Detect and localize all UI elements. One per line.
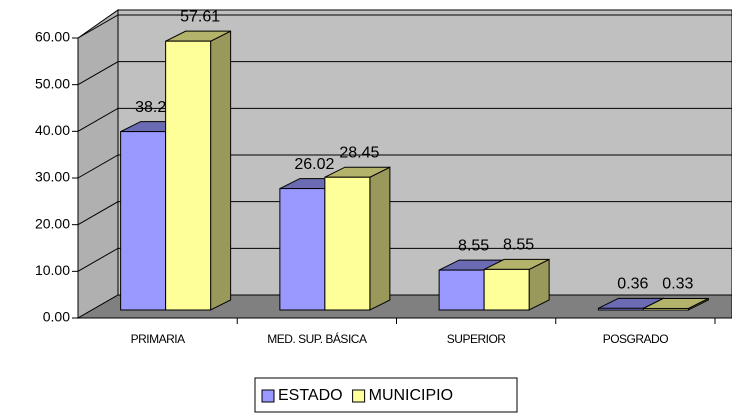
legend-label: MUNICIPIO [369,387,453,404]
y-tick-label: 60.00 [35,29,70,45]
value-label: 26.02 [294,156,334,173]
legend-swatch [261,389,275,403]
value-label: 57.61 [180,8,220,25]
value-label: 0.33 [662,276,693,293]
x-tick-label: MED. SUP. BÁSICA [267,331,367,346]
left-wall [77,9,119,319]
bar-side [210,30,232,311]
legend-swatch [352,389,366,403]
legend-label: ESTADO [278,387,343,404]
y-tick-label: 0.00 [43,309,70,325]
x-tick-label: POSGRADO [603,332,669,346]
bar [165,40,212,311]
bar [642,307,689,311]
bar [483,268,530,311]
grid-line [77,201,732,226]
grid-line [77,247,732,272]
y-tick-label: 50.00 [35,75,70,91]
value-label: 8.55 [458,237,489,254]
y-tick-label: 20.00 [35,215,70,231]
grid-line [77,107,732,132]
bar [597,307,644,311]
y-tick-label: 30.00 [35,169,70,185]
bar [438,269,485,311]
value-label: 0.36 [617,276,648,293]
x-tick-label: PRIMARIA [131,332,186,346]
y-tick-label: 10.00 [35,262,70,278]
bar [120,131,167,311]
x-tick-label: SUPERIOR [447,332,507,346]
legend-box [254,377,518,413]
bar [324,176,371,311]
bar [279,188,326,311]
value-label: 8.55 [503,237,534,254]
value-label: 28.45 [339,144,379,161]
y-tick-label: 40.00 [35,122,70,138]
bar-side [369,166,391,311]
grid-line [77,154,732,179]
grid-line [77,14,732,39]
grid-line [77,61,732,86]
